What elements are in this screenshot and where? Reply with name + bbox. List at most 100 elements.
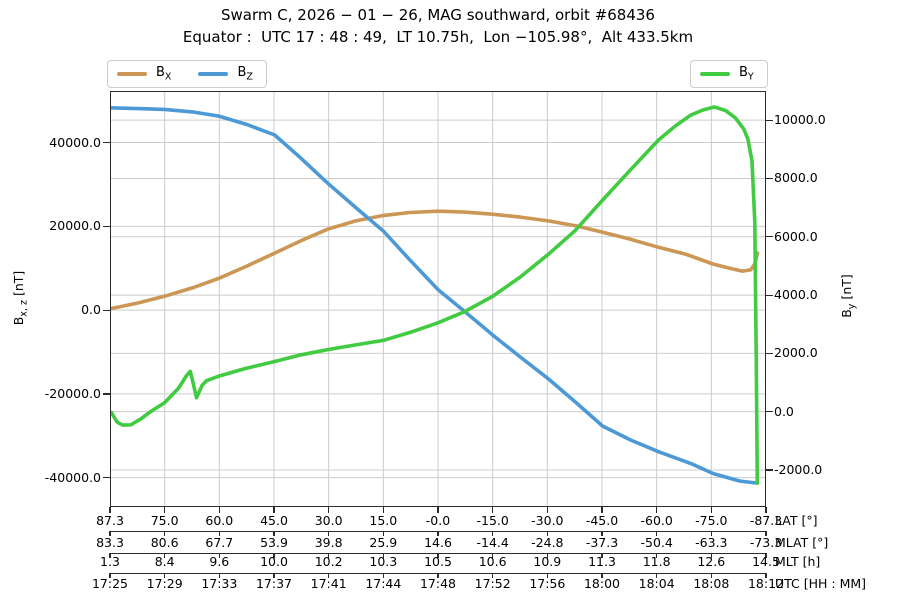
x-axis-row-value: 17:29 — [146, 576, 183, 591]
x-axis-row-value: 8.4 — [154, 553, 175, 569]
x-axis-row-rule — [110, 530, 767, 532]
x-axis-row-value: 14.6 — [424, 535, 452, 550]
x-axis-subtick — [546, 552, 548, 558]
x-axis-subtick — [656, 572, 658, 578]
x-axis-subtick — [601, 552, 603, 558]
x-axis-row-label: LAT [°] — [775, 513, 818, 528]
right-axis-tick — [766, 411, 773, 413]
right-axis-label-base: B — [839, 309, 854, 318]
x-axis-row-value: 10.9 — [533, 553, 562, 569]
legend-left: BX BZ — [107, 60, 267, 88]
x-axis-subtick — [109, 572, 111, 578]
x-axis-row-value: 17:48 — [419, 576, 457, 591]
x-axis-row-rule — [110, 572, 767, 574]
x-axis-row-value: -14.4 — [476, 535, 509, 550]
left-axis-tick — [103, 393, 110, 395]
x-axis-subtick — [546, 530, 548, 536]
x-axis-row-value: 67.7 — [205, 535, 234, 550]
x-axis-subtick — [273, 572, 275, 578]
x-axis-subtick — [382, 572, 384, 578]
x-axis-row-value: 39.8 — [314, 535, 343, 550]
right-axis-tick — [766, 469, 773, 471]
plot-border — [110, 91, 766, 507]
x-axis-subtick — [218, 572, 220, 578]
series-bz-path — [110, 106, 759, 485]
x-axis-row-value: -37.3 — [585, 535, 619, 550]
x-axis-tick — [218, 507, 220, 513]
x-axis-row-value: 15.0 — [369, 513, 398, 528]
x-axis-tick — [109, 507, 111, 513]
x-axis-subtick — [492, 552, 494, 558]
legend-right-item-by: BY — [700, 65, 754, 83]
x-axis-row-value: 9.6 — [209, 553, 230, 569]
x-axis-row-value: 10.0 — [260, 553, 288, 569]
x-axis-tick — [546, 507, 548, 513]
x-axis-row-value: 17:52 — [474, 576, 511, 591]
x-axis-subtick — [109, 552, 111, 558]
x-axis-row-value: -15.0 — [476, 513, 509, 528]
x-axis-row-value: 45.0 — [260, 513, 288, 528]
left-axis-tick-label: 0.0 — [81, 302, 101, 318]
chart-title: Swarm C, 2026 − 01 − 26, MAG southward, … — [221, 6, 655, 24]
x-axis-subtick — [328, 530, 330, 536]
x-axis-row-label: UTC [HH : MM] — [775, 576, 867, 591]
legend-line-swatch-by — [700, 72, 730, 76]
legend-label: BY — [739, 65, 754, 83]
legend-left-item-bx: BX — [117, 65, 171, 83]
right-axis-tick — [766, 236, 773, 238]
x-axis-row-value: -75.0 — [695, 513, 728, 528]
x-axis-tick — [382, 507, 384, 513]
right-axis-tick-label: 0.0 — [774, 403, 794, 419]
right-axis-tick — [766, 177, 773, 180]
x-axis-tick — [328, 507, 330, 513]
x-axis-subtick — [273, 530, 275, 536]
x-axis-row-value: -30.0 — [531, 513, 564, 528]
plot-canvas — [110, 91, 766, 507]
left-axis-tick — [103, 477, 110, 479]
x-axis-row-value: 75.0 — [150, 513, 179, 528]
x-axis-row-value: 10.3 — [369, 553, 398, 569]
x-axis-row-value: -87.3 — [749, 513, 783, 528]
x-axis-subtick — [273, 552, 275, 558]
right-axis-tick — [766, 294, 773, 296]
x-axis-subtick — [164, 552, 166, 558]
x-axis-row-value: -50.4 — [640, 535, 673, 550]
x-axis-row-value: -63.3 — [695, 535, 728, 550]
x-axis-tick — [492, 507, 494, 513]
x-axis-row-value: -24.8 — [531, 535, 564, 550]
x-axis-tick — [765, 507, 767, 513]
left-axis-tick-label: -20000.0 — [44, 385, 101, 401]
x-axis-subtick — [765, 552, 767, 558]
x-axis-subtick — [601, 572, 603, 578]
x-axis-row-value: -73.3 — [749, 535, 783, 550]
legend-label: BX — [156, 65, 172, 83]
x-axis-row-value: 18:08 — [693, 576, 730, 591]
left-axis-tick-label: 20000.0 — [49, 218, 101, 234]
x-axis-subtick — [765, 530, 767, 536]
x-axis-subtick — [437, 530, 439, 536]
left-axis-tick — [103, 225, 110, 227]
x-axis-row-value: 17:44 — [365, 576, 402, 591]
right-axis-tick-label: 6000.0 — [774, 228, 818, 244]
x-axis-row-label: MLAT [°] — [775, 535, 829, 550]
x-axis-subtick — [546, 572, 548, 578]
x-axis-subtick — [710, 572, 712, 578]
x-axis-subtick — [656, 530, 658, 536]
series-by-path — [110, 105, 760, 485]
x-axis-subtick — [656, 552, 658, 558]
x-axis-row-value: 17:56 — [529, 576, 566, 591]
right-axis-tick — [766, 352, 773, 355]
right-axis-label: By [nT] — [839, 251, 858, 341]
x-axis-subtick — [328, 572, 330, 578]
x-axis-subtick — [710, 530, 712, 536]
left-axis-tick — [103, 142, 110, 144]
left-axis-label-unit: [nT] — [11, 270, 26, 297]
x-axis-subtick — [492, 530, 494, 536]
x-axis-subtick — [218, 530, 220, 536]
x-axis-row-value: 10.6 — [478, 553, 507, 569]
x-axis-subtick — [164, 530, 166, 536]
x-axis-subtick — [218, 552, 220, 558]
x-axis-tick — [601, 507, 603, 513]
legend-label: BZ — [237, 65, 253, 83]
